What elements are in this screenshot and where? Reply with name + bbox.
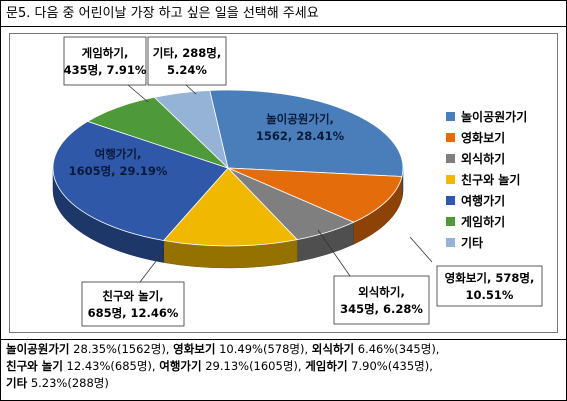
legend-label: 놀이공원가기 xyxy=(461,109,527,124)
pie-slice-놀이공원가기 xyxy=(209,89,404,177)
summary-category: 친구와 놀기 xyxy=(6,359,63,373)
summary-value: 5.23%(288명) xyxy=(27,376,109,390)
data-label-line1: 놀이공원가기, xyxy=(266,112,334,126)
data-label-외식하기: 외식하기, 345명, 6.28% xyxy=(333,275,430,325)
summary-value: 12.43%(685명), xyxy=(62,359,160,373)
summary-value: 29.13%(1605명), xyxy=(201,359,306,373)
data-label-line2: 685명, 12.46% xyxy=(88,306,179,320)
legend-label: 기타 xyxy=(461,235,483,250)
legend-item-외식하기: 외식하기 xyxy=(446,151,505,166)
legend-label: 친구와 놀기 xyxy=(461,172,520,187)
leader-line-친구와-놀기 xyxy=(139,251,164,283)
legend-swatch xyxy=(446,154,455,163)
summary-line-2: 친구와 놀기 12.43%(685명), 여행가기 29.13%(1605명),… xyxy=(6,358,566,375)
summary-line-1: 놀이공원가기 28.35%(1562명), 영화보기 10.49%(578명),… xyxy=(6,341,566,358)
pie-slice-기타 xyxy=(153,90,229,170)
question-title: 문5. 다음 중 어린이날 가장 하고 싶은 일을 선택해 주세요 xyxy=(1,1,566,27)
leader-line-외식하기 xyxy=(317,229,351,277)
data-label-영화보기: 영화보기, 578명, 10.51% xyxy=(436,265,543,307)
data-label-여행가기: 여행가기, 1605명, 29.19% xyxy=(69,147,168,178)
data-label-line2: 5.24% xyxy=(167,63,207,77)
data-label-line2: 1562, 28.41% xyxy=(256,129,345,143)
legend-swatch xyxy=(446,112,455,121)
legend-swatch xyxy=(446,196,455,205)
pie-slice-친구와-놀기 xyxy=(162,167,298,247)
data-label-line1: 게임하기, xyxy=(82,46,129,60)
data-label-line2: 10.51% xyxy=(466,288,514,302)
data-label-box xyxy=(63,36,147,86)
data-label-기타: 기타, 288명, 5.24% xyxy=(147,36,227,86)
legend-swatch xyxy=(446,217,455,226)
legend-label: 게임하기 xyxy=(461,214,505,229)
pie-chart: 놀이공원가기, 1562, 28.41% 영화보기, 578명, 10.51% 외식하기… xyxy=(52,36,543,327)
data-label-line1: 기타, 288명, xyxy=(153,46,222,60)
legend-item-여행가기: 여행가기 xyxy=(446,193,505,208)
pie-slice-영화보기 xyxy=(227,167,403,223)
data-label-line1: 친구와 놀기, xyxy=(102,289,163,303)
data-label-line1: 외식하기, xyxy=(358,285,405,299)
summary-category: 외식하기 xyxy=(311,342,355,356)
data-label-line1: 여행가기, xyxy=(95,147,142,161)
summary-value: 6.46%(345명), xyxy=(354,342,440,356)
summary-category: 영화보기 xyxy=(173,342,216,356)
legend-label: 외식하기 xyxy=(461,151,505,166)
legend-swatch xyxy=(446,175,455,184)
leader-line-게임하기 xyxy=(127,84,149,103)
summary-value: 10.49%(578명), xyxy=(215,342,312,356)
data-label-box xyxy=(333,275,430,325)
legend-swatch xyxy=(446,133,455,142)
data-label-게임하기: 게임하기, 435명, 7.91% xyxy=(63,36,147,86)
legend-item-기타: 기타 xyxy=(446,235,483,250)
summary-value: 28.35%(1562명), xyxy=(69,342,174,356)
summary-category: 게임하기 xyxy=(305,359,348,373)
data-label-line2: 1605명, 29.19% xyxy=(69,164,168,178)
summary-category: 여행가기 xyxy=(159,359,202,373)
leader-line-영화보기 xyxy=(409,236,433,263)
legend-swatch xyxy=(446,238,455,247)
results-summary: 놀이공원가기 28.35%(1562명), 영화보기 10.49%(578명),… xyxy=(1,339,566,400)
legend-item-영화보기: 영화보기 xyxy=(446,130,505,145)
leader-line-기타 xyxy=(185,84,197,95)
legend-label: 영화보기 xyxy=(461,130,505,145)
legend-label: 여행가기 xyxy=(461,193,505,208)
summary-category: 놀이공원가기 xyxy=(6,342,70,356)
data-label-line1: 영화보기, 578명, xyxy=(445,271,535,285)
legend-item-게임하기: 게임하기 xyxy=(446,214,505,229)
data-label-놀이공원가기: 놀이공원가기, 1562, 28.41% xyxy=(256,112,345,143)
legend-item-친구와-놀기: 친구와 놀기 xyxy=(446,172,520,187)
chart-area xyxy=(9,33,558,333)
summary-value: 7.90%(435명), xyxy=(347,359,433,373)
data-label-친구와-놀기: 친구와 놀기, 685명, 12.46% xyxy=(81,281,185,327)
legend-item-놀이공원가기: 놀이공원가기 xyxy=(446,109,527,124)
data-label-box xyxy=(147,36,227,86)
data-label-line2: 345명, 6.28% xyxy=(340,302,423,316)
summary-line-3: 기타 5.23%(288명) xyxy=(6,375,566,392)
data-label-box xyxy=(436,265,543,307)
data-label-box xyxy=(81,281,185,327)
data-label-line2: 435명, 7.91% xyxy=(64,63,147,77)
summary-category: 기타 xyxy=(6,376,28,390)
pie-slice-여행가기 xyxy=(52,120,229,241)
